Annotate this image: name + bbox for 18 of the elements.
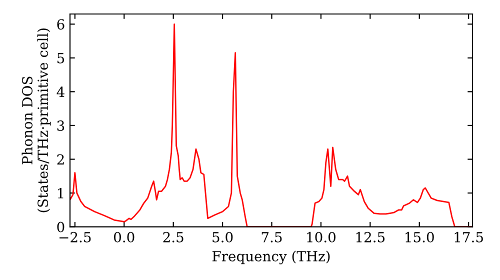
y-tick-label: 3 bbox=[57, 120, 64, 131]
y-tick-label: 5 bbox=[57, 53, 64, 64]
x-axis-title: Frequency (THz) bbox=[212, 250, 330, 264]
y-axis-title: Phonon DOS (States/THz·primitive cell) bbox=[22, 28, 51, 212]
y-tick-label: 6 bbox=[57, 19, 64, 30]
x-tick-label: 10.0 bbox=[307, 232, 336, 242]
x-tick-label: 15.0 bbox=[406, 232, 434, 242]
y-tick-label: 4 bbox=[56, 86, 64, 97]
y-tick-label: 2 bbox=[57, 154, 64, 165]
x-tick-label: −2.5 bbox=[60, 232, 91, 242]
x-tick-label: 17.5 bbox=[454, 232, 483, 242]
y-tick-label: 1 bbox=[58, 188, 64, 198]
x-tick-label: 5.0 bbox=[212, 232, 233, 242]
x-tick-label: 12.5 bbox=[356, 232, 385, 242]
x-tick-label: 7.5 bbox=[262, 232, 282, 242]
x-tick-label: 2.5 bbox=[163, 232, 184, 242]
x-tick-label: 0.0 bbox=[114, 232, 134, 242]
y-tick-label: 0 bbox=[57, 222, 64, 232]
